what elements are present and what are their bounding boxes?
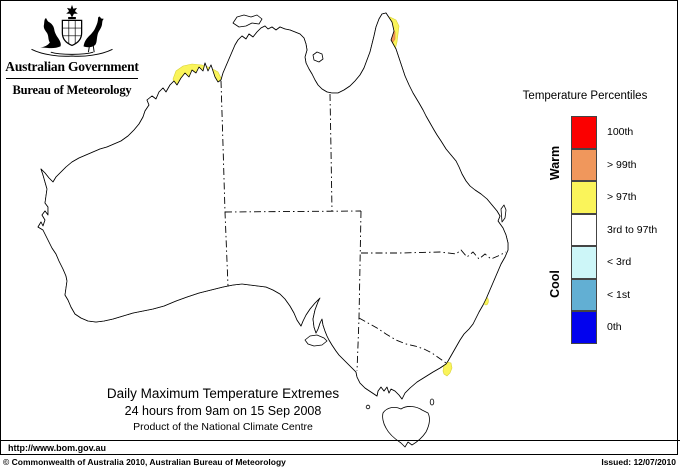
map-subtitle-period: 24 hours from 9am on 15 Sep 2008 [124,404,322,418]
government-header: Australian Government Bureau of Meteorol… [4,3,140,98]
legend-swatch-3to97 [571,213,597,246]
map-subtitle-product: Product of the National Climate Centre [133,421,313,433]
bureau-title: Bureau of Meteorology [12,83,132,97]
crest-emu-icon [83,16,104,48]
border-26s [224,210,362,213]
legend-label: < 3rd [607,256,632,269]
crest-emu-legs [87,45,95,53]
crest-kangaroo-icon [40,17,61,49]
melville-island [232,14,263,28]
legend-cool-label: Cool [548,270,562,298]
legend-label: > 99th [607,158,637,171]
legend-label: 0th [607,321,622,334]
border-nt-qld [329,93,333,212]
king-island [365,404,371,410]
islands [232,14,507,448]
legend-row: > 97th [571,181,657,214]
legend-row: 3rd to 97th [571,213,658,246]
tasmania [382,406,430,448]
legend-swatch-0th [571,311,597,344]
url-strip-divider [0,440,680,441]
legend-row: 100th [571,116,657,149]
legend: 100th > 99th > 97th 3rd to 97th < 3rd < … [571,116,657,344]
legend-swatch-gt99 [571,148,597,181]
kangaroo-island [304,334,328,347]
legend-label: > 97th [607,191,637,204]
legend-row: < 3rd [571,246,657,279]
legend-swatch-gt97 [571,181,597,214]
legend-label: < 1st [607,288,631,301]
legend-swatch-lt1 [571,278,597,311]
crest-torse [68,16,76,20]
border-nsw-vic [358,317,447,364]
bom-url: http://www.bom.gov.au [8,443,106,453]
map-title: Daily Maximum Temperature Extremes [106,386,340,401]
coat-of-arms-icon [31,4,113,57]
map-frame [0,0,678,455]
legend-swatch-100th [571,116,597,149]
gov-title: Australian Government [5,59,139,74]
legend-swatch-lt3 [571,246,597,279]
crest-star-icon [66,4,78,18]
crest-branches [31,48,113,57]
legend-row: 0th [571,311,657,344]
fraser-island [500,204,507,223]
state-borders [220,80,507,372]
legend-label: 100th [607,126,634,139]
legend-row: < 1st [571,278,657,311]
crest-shield-lattice [62,20,82,44]
crest-scroll [50,51,94,55]
legend-title: Temperature Percentiles [522,90,648,102]
copyright-notice: © Commonwealth of Australia 2010, Austra… [3,457,286,467]
legend-warm-label: Warm [548,145,562,181]
groote-eylandt [312,51,324,63]
flinders-island [429,398,435,406]
legend-row: > 99th [571,148,657,181]
border-wa-nt-sa [220,80,229,287]
header-divider [6,78,138,79]
crest-shield [61,19,83,47]
legend-label: 3rd to 97th [607,223,658,236]
issued-date: Issued: 12/07/2010 [601,457,676,467]
